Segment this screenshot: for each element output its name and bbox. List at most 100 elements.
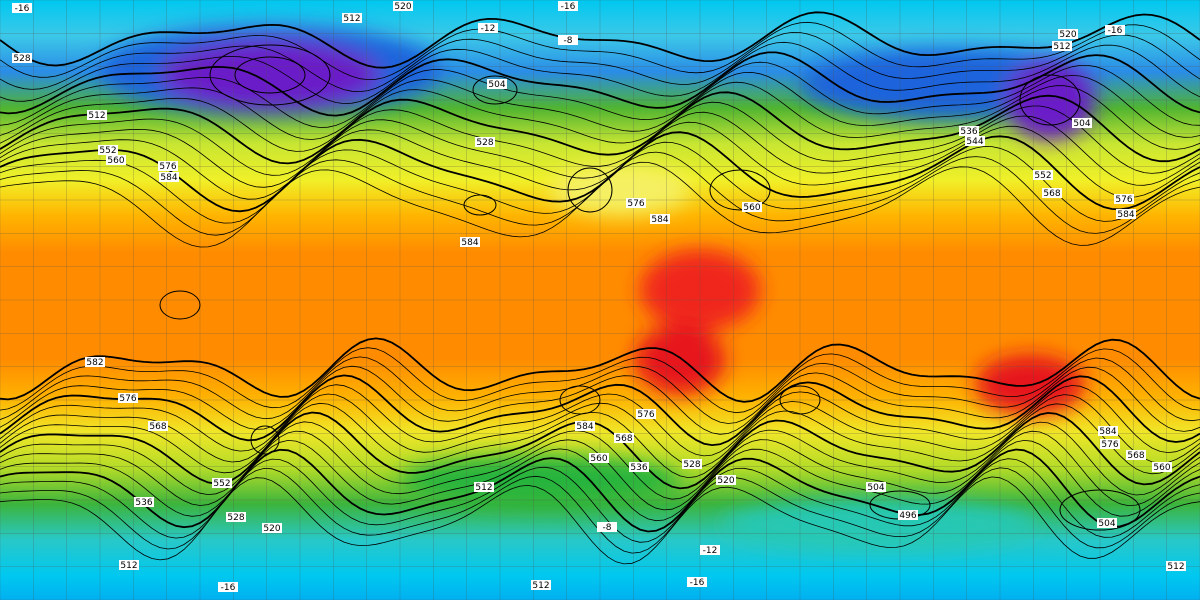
label-background <box>650 214 670 224</box>
label-background <box>575 421 595 431</box>
contour-line <box>0 111 1200 188</box>
contour-line <box>0 365 1200 435</box>
contour-label: 584 <box>460 237 480 248</box>
closed-contour <box>250 425 280 455</box>
closed-contour <box>234 56 306 94</box>
label-background <box>262 523 282 533</box>
contour-line <box>0 51 1200 117</box>
contour-label: 512 <box>531 580 551 591</box>
label-background <box>106 155 126 165</box>
label-text: 536 <box>630 463 647 473</box>
contour-label: 568 <box>1126 450 1146 461</box>
contour-line <box>0 421 1200 500</box>
label-text: 512 <box>532 581 549 591</box>
label-background <box>1166 561 1186 571</box>
contour-line <box>0 21 1200 81</box>
label-background <box>687 577 707 587</box>
contour-label: 504 <box>1072 118 1092 129</box>
label-background <box>118 393 138 403</box>
label-text: -12 <box>703 546 718 556</box>
contour-label: 512 <box>1052 41 1072 52</box>
label-text: -16 <box>1108 26 1123 36</box>
label-text: 568 <box>1127 451 1144 461</box>
label-text: 528 <box>13 54 30 64</box>
contour-label: 576 <box>1114 194 1134 205</box>
label-background <box>475 137 495 147</box>
contour-label: 512 <box>119 560 139 571</box>
label-background <box>158 161 178 171</box>
label-background <box>1114 194 1134 204</box>
contour-label: 568 <box>148 421 168 432</box>
label-text: 520 <box>263 524 280 534</box>
contour-label: 512 <box>1166 561 1186 572</box>
label-background <box>629 462 649 472</box>
label-background <box>148 421 168 431</box>
contour-label: 584 <box>159 172 179 183</box>
label-text: 512 <box>1167 562 1184 572</box>
contours <box>0 11 1200 565</box>
label-text: 576 <box>627 199 644 209</box>
closed-contour <box>159 290 201 320</box>
contour-label: 576 <box>1100 439 1120 450</box>
label-background <box>1152 462 1172 472</box>
label-background <box>682 459 702 469</box>
contour-line <box>0 101 1200 176</box>
label-text: 552 <box>1034 171 1051 181</box>
label-text: 528 <box>227 513 244 523</box>
label-background <box>1033 170 1053 180</box>
contour-line <box>0 81 1200 152</box>
label-background <box>460 237 480 247</box>
label-text: 496 <box>899 511 916 521</box>
label-text: -16 <box>690 578 705 588</box>
label-background <box>1098 426 1118 436</box>
contour-label: 560 <box>106 155 126 166</box>
label-background <box>478 23 498 33</box>
contour-line <box>0 402 1200 479</box>
contour-label: -12 <box>478 23 498 34</box>
contour-label: 536 <box>629 462 649 473</box>
label-text: 544 <box>966 137 983 147</box>
label-text: 520 <box>717 476 734 486</box>
label-text: 584 <box>576 422 593 432</box>
contour-line <box>0 458 1200 543</box>
label-text: 584 <box>1099 427 1116 437</box>
contour-label: -8 <box>558 35 578 46</box>
contour-label: 552 <box>212 478 232 489</box>
contour-line <box>0 41 1200 105</box>
closed-contour <box>709 169 771 211</box>
label-background <box>12 3 32 13</box>
contour-line <box>0 121 1200 200</box>
label-text: 568 <box>615 434 632 444</box>
label-text: 576 <box>159 162 176 172</box>
label-text: 576 <box>119 394 136 404</box>
contour-label: 582 <box>85 357 105 368</box>
label-background <box>614 433 634 443</box>
label-background <box>558 1 578 11</box>
label-background <box>898 510 918 520</box>
contour-line <box>0 151 1200 236</box>
contour-label: -8 <box>597 522 617 533</box>
label-background <box>134 497 154 507</box>
label-background <box>85 357 105 367</box>
contour-label: 584 <box>1098 426 1118 437</box>
contour-line <box>0 374 1200 447</box>
label-background <box>87 110 107 120</box>
contour-label: 520 <box>1058 29 1078 40</box>
contour-label: -16 <box>218 582 238 593</box>
contour-label: 520 <box>716 475 736 486</box>
contour-label: 576 <box>626 198 646 209</box>
label-background <box>1097 518 1117 528</box>
label-text: 584 <box>1117 210 1134 220</box>
closed-contour <box>567 167 613 213</box>
label-text: 512 <box>120 561 137 571</box>
closed-contour <box>209 44 331 106</box>
contour-label: 552 <box>1033 170 1053 181</box>
label-text: 512 <box>343 14 360 24</box>
label-text: -12 <box>481 24 496 34</box>
contour-label: 512 <box>474 482 494 493</box>
contour-label: 576 <box>636 409 656 420</box>
contour-line <box>0 411 1200 490</box>
label-text: 504 <box>488 80 505 90</box>
label-background <box>866 482 886 492</box>
